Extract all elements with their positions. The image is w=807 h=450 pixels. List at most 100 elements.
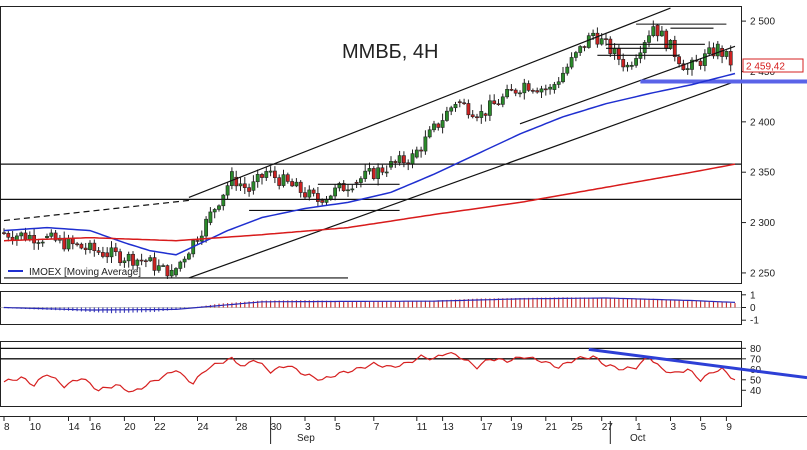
candle-body <box>242 183 247 188</box>
time-tick-label: 5 <box>701 422 707 433</box>
candle-body <box>496 103 501 106</box>
candle-body <box>165 265 170 277</box>
candle-body <box>677 56 682 65</box>
candle-body <box>221 194 226 207</box>
candle-body <box>234 176 239 187</box>
candle-body <box>358 178 363 183</box>
candle-body <box>208 211 213 223</box>
candle-body <box>371 168 376 179</box>
candle-body <box>109 247 114 258</box>
candle-body <box>608 38 613 54</box>
candle-body <box>427 129 432 138</box>
candle-body <box>225 185 230 196</box>
osc-tick-label: 0 <box>750 303 756 314</box>
candle-body <box>698 60 703 66</box>
month-label-sep: Sep <box>297 433 315 444</box>
candle-body <box>268 170 273 173</box>
candle-body <box>479 111 484 118</box>
candle-body <box>152 257 157 271</box>
candle-body <box>376 167 381 179</box>
time-tick-label: 8 <box>4 422 10 433</box>
candle-body <box>195 240 200 242</box>
candle-body <box>462 102 467 105</box>
candle-body <box>247 187 252 192</box>
candle-body <box>724 51 729 57</box>
time-tick-label: 28 <box>236 422 248 433</box>
candle-body <box>651 26 656 36</box>
candle-body <box>672 39 677 57</box>
candle-body <box>49 232 54 237</box>
candle-body <box>530 90 535 92</box>
candle-body <box>569 57 574 68</box>
candle-body <box>591 32 596 36</box>
candle-body <box>303 192 307 198</box>
candle-body <box>655 24 660 37</box>
candle-body <box>75 243 80 246</box>
candle-body <box>92 242 97 251</box>
long-moving-average-line <box>3 163 736 242</box>
candle-body <box>70 238 75 245</box>
candle-body <box>122 260 127 264</box>
price-tick-label: 2 250 <box>750 268 775 279</box>
candle-body <box>307 189 312 198</box>
candle-body <box>535 90 540 93</box>
candle-body <box>681 63 686 70</box>
month-label-oct: Oct <box>630 433 646 444</box>
candle-body <box>487 100 492 116</box>
candle-body <box>320 200 325 203</box>
rsi-tick-label: 80 <box>750 344 762 355</box>
candle-body <box>642 42 647 54</box>
candle-body <box>40 241 45 244</box>
candle-body <box>161 265 166 267</box>
candle-body <box>2 232 6 234</box>
candle-body <box>66 238 71 250</box>
legend-entry-ma: IMOEX [Moving Average] <box>29 267 141 278</box>
candle-body <box>561 72 565 83</box>
time-tick-label: 9 <box>726 422 732 433</box>
candle-body <box>182 258 187 263</box>
candle-body <box>466 103 471 116</box>
chart-legend: IMOEX [Moving Average] <box>8 267 141 278</box>
candle-body <box>505 89 510 98</box>
candle-body <box>212 209 217 213</box>
candle-body <box>659 30 664 37</box>
candle-body <box>690 59 694 70</box>
candle-body <box>139 259 144 262</box>
candle-body <box>526 83 531 91</box>
candle-body <box>187 253 191 260</box>
time-tick-label: 3 <box>671 422 677 433</box>
candle-body <box>101 252 105 257</box>
candle-body <box>113 247 118 253</box>
candle-body <box>543 88 548 91</box>
candle-body <box>174 268 178 276</box>
time-tick-label: 16 <box>90 422 102 433</box>
candle-body <box>664 30 669 49</box>
candle-body <box>36 242 41 244</box>
candle-body <box>131 253 135 266</box>
candle-body <box>118 251 123 264</box>
candle-body <box>715 43 720 57</box>
time-tick-label: 3 <box>305 422 311 433</box>
price-tick-label: 2 500 <box>750 17 775 28</box>
channel-line <box>519 45 736 125</box>
candle-body <box>711 47 716 57</box>
time-tick-label: 27 <box>602 422 614 433</box>
time-tick-label: 14 <box>69 422 81 433</box>
candle-body <box>315 193 320 202</box>
candle-body <box>449 107 454 112</box>
candle-body <box>350 188 355 191</box>
candle-body <box>62 237 67 250</box>
candle-body <box>621 59 626 68</box>
rsi-line <box>3 351 736 393</box>
candle-body <box>337 183 342 189</box>
candle-body <box>634 58 639 66</box>
channel-line <box>188 80 736 279</box>
candle-body <box>264 171 269 178</box>
time-axis: 8 10 14 16 20 22 24 28 30 3 5 7 11 13 17 19 21 25 27 1 3 5 9 <box>0 416 807 444</box>
candle-body <box>346 189 350 192</box>
candle-body <box>19 232 24 237</box>
rsi-trend-line <box>588 347 807 380</box>
candle-body <box>625 64 630 68</box>
